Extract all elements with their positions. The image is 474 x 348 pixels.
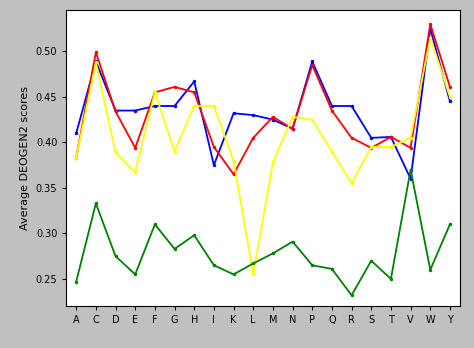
Y-axis label: Average DEOGEN2 scores: Average DEOGEN2 scores: [20, 86, 30, 230]
